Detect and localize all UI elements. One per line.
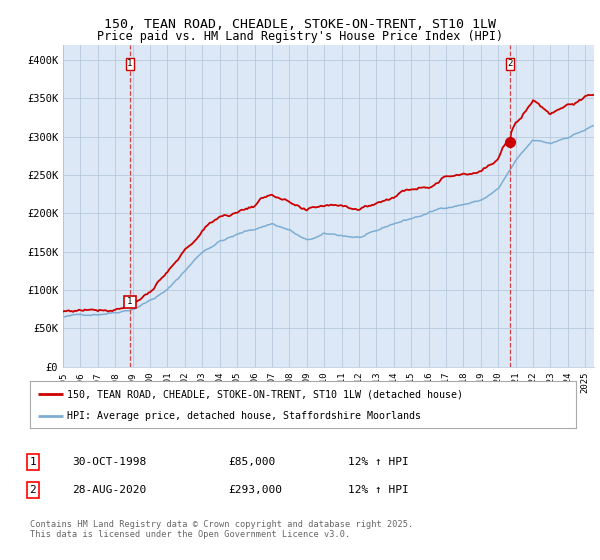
Text: 1: 1 bbox=[127, 297, 133, 306]
Text: 30-OCT-1998: 30-OCT-1998 bbox=[72, 457, 146, 467]
Text: 150, TEAN ROAD, CHEADLE, STOKE-ON-TRENT, ST10 1LW: 150, TEAN ROAD, CHEADLE, STOKE-ON-TRENT,… bbox=[104, 18, 496, 31]
Text: Contains HM Land Registry data © Crown copyright and database right 2025.
This d: Contains HM Land Registry data © Crown c… bbox=[30, 520, 413, 539]
Text: HPI: Average price, detached house, Staffordshire Moorlands: HPI: Average price, detached house, Staf… bbox=[67, 411, 421, 421]
Text: £85,000: £85,000 bbox=[228, 457, 275, 467]
Text: 2: 2 bbox=[507, 59, 512, 68]
Text: 12% ↑ HPI: 12% ↑ HPI bbox=[348, 485, 409, 495]
Text: £293,000: £293,000 bbox=[228, 485, 282, 495]
Text: 12% ↑ HPI: 12% ↑ HPI bbox=[348, 457, 409, 467]
Text: 28-AUG-2020: 28-AUG-2020 bbox=[72, 485, 146, 495]
Text: 1: 1 bbox=[127, 59, 133, 68]
Text: 150, TEAN ROAD, CHEADLE, STOKE-ON-TRENT, ST10 1LW (detached house): 150, TEAN ROAD, CHEADLE, STOKE-ON-TRENT,… bbox=[67, 389, 463, 399]
Text: 2: 2 bbox=[29, 485, 37, 495]
Text: 1: 1 bbox=[29, 457, 37, 467]
Text: Price paid vs. HM Land Registry's House Price Index (HPI): Price paid vs. HM Land Registry's House … bbox=[97, 30, 503, 43]
